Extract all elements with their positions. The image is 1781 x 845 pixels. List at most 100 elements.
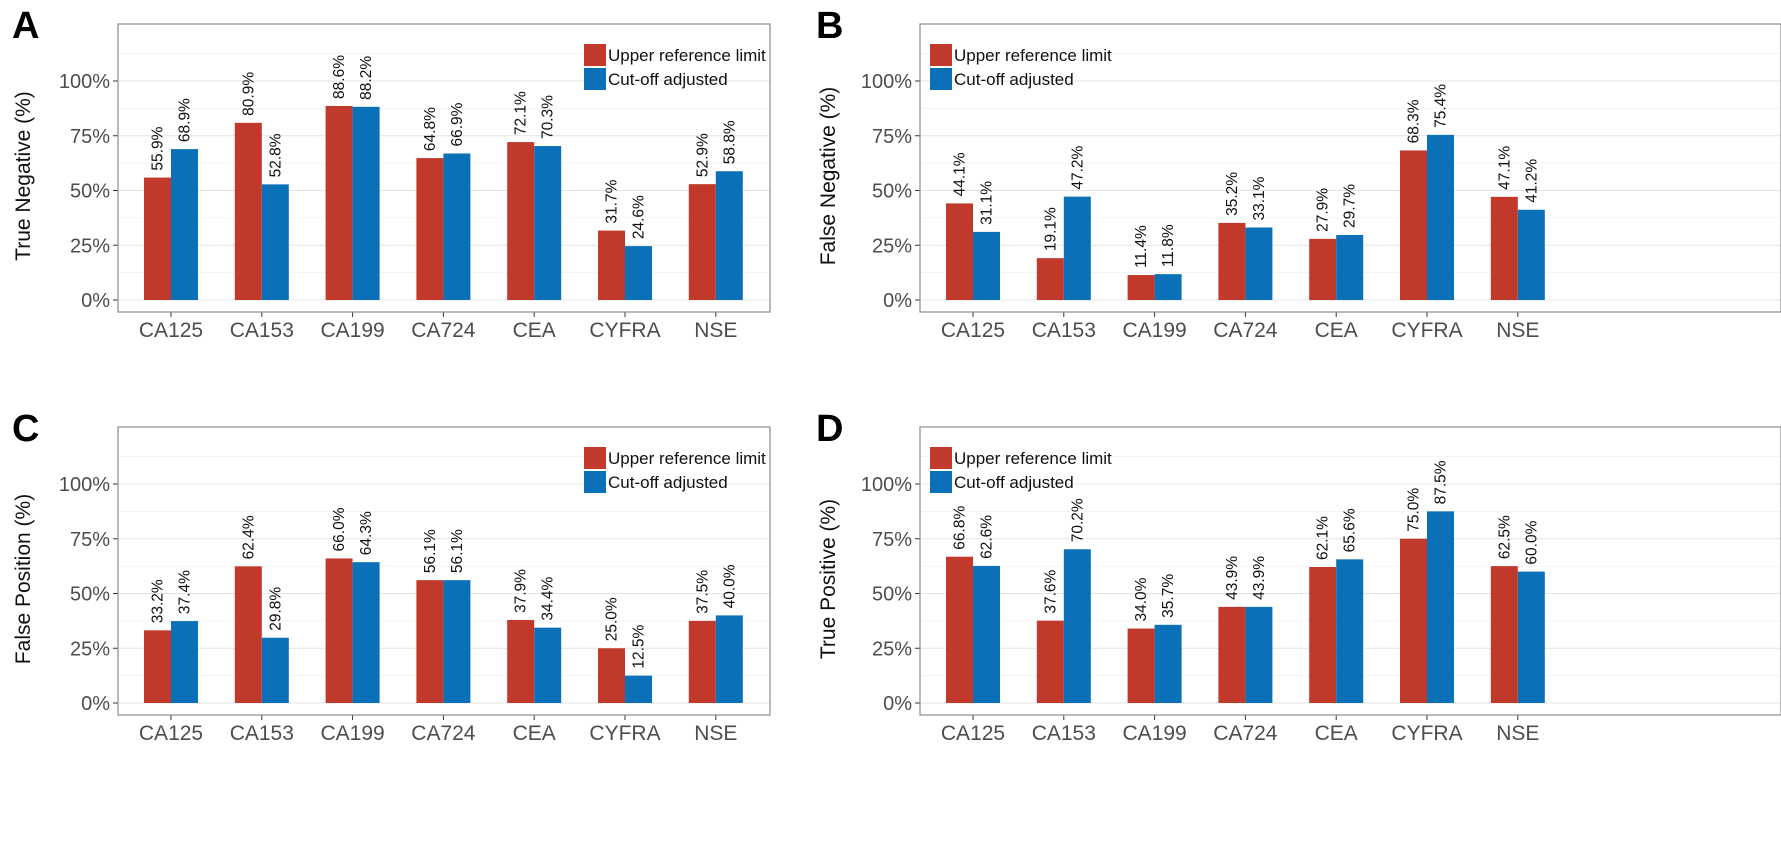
bar-value-label: 33.1% [1251, 176, 1268, 220]
y-tick-label: 0% [81, 693, 110, 715]
legend: Upper reference limit Cut-off adjusted [584, 44, 766, 90]
bar-cyfra-upper [598, 648, 625, 703]
bar-cyfra-cutoff [625, 246, 652, 300]
bar-value-label: 52.8% [267, 133, 284, 177]
panel-letter: C [12, 408, 39, 450]
y-axis-label: False Position (%) [12, 494, 35, 664]
bar-value-label: 37.5% [694, 570, 711, 614]
legend-swatch-upper [584, 44, 606, 66]
y-tick-label: 50% [872, 584, 912, 606]
y-tick-label: 75% [70, 529, 110, 551]
bar-value-label: 56.1% [449, 529, 466, 573]
legend-label-upper: Upper reference limit [608, 449, 766, 468]
x-tick-label: CA153 [230, 319, 294, 342]
bar-value-label: 68.3% [1406, 99, 1423, 143]
x-tick-label: CA724 [1213, 319, 1278, 342]
x-tick-label: CYFRA [589, 722, 660, 745]
bar-value-label: 25.0% [604, 597, 621, 641]
x-tick-label: CA153 [1032, 722, 1096, 745]
x-tick-label: CA724 [411, 722, 476, 745]
x-tick-label: CA125 [139, 319, 203, 342]
bar-value-label: 11.4% [1133, 225, 1150, 268]
y-tick-label: 50% [872, 181, 912, 203]
bar-value-label: 43.9% [1224, 556, 1241, 600]
bar-cyfra-upper [1400, 150, 1427, 300]
bar-value-label: 64.8% [422, 107, 439, 151]
bar-value-label: 31.1% [979, 181, 996, 225]
bar-ca724-cutoff [1245, 606, 1273, 703]
bar-ca199-upper [325, 558, 353, 703]
y-tick-label: 100% [59, 71, 110, 93]
y-tick-label: 25% [872, 235, 912, 257]
bar-value-label: 37.6% [1042, 569, 1059, 613]
bar-ca153-cutoff [261, 637, 289, 703]
bar-ca153-cutoff [1063, 549, 1091, 703]
legend-label-cutoff: Cut-off adjusted [608, 70, 728, 89]
x-tick-label: CEA [1315, 722, 1358, 745]
bar-ca125-cutoff [171, 621, 198, 703]
chart-panel-d: 0% 25% 50% 75% 100% 66.8% 62.6% CA125 37.6% 70.2%… [816, 408, 1781, 745]
bar-value-label: 62.5% [1496, 515, 1513, 559]
x-tick-label: CA724 [1213, 722, 1278, 745]
plot-border [117, 426, 771, 716]
x-tick-label: CA125 [941, 319, 1005, 342]
bar-ca724-cutoff [443, 153, 471, 300]
bar-value-label: 62.6% [979, 515, 996, 559]
chart-root: 0% 25% 50% 75% 100% 55.9% 68.9% CA125 80.9% 52.8%… [12, 5, 1781, 745]
x-tick-label: CA125 [139, 722, 203, 745]
bar-value-label: 66.9% [449, 102, 466, 146]
bar-value-label: 19.1% [1042, 207, 1059, 251]
y-tick-label: 75% [872, 126, 912, 148]
legend-label-cutoff: Cut-off adjusted [954, 473, 1074, 492]
bar-value-label: 12.5% [631, 624, 648, 668]
y-tick-label: 0% [883, 290, 912, 312]
bar-value-label: 44.1% [952, 152, 969, 196]
bar-ca125-upper [144, 630, 171, 703]
bar-value-label: 88.2% [358, 56, 375, 100]
legend-label-cutoff: Cut-off adjusted [608, 473, 728, 492]
x-tick-label: CA199 [320, 722, 384, 745]
bar-value-label: 62.1% [1315, 516, 1332, 560]
bar-value-label: 37.9% [513, 569, 530, 613]
bar-value-label: 88.6% [331, 55, 348, 99]
legend-swatch-upper [930, 44, 952, 66]
y-tick-label: 50% [70, 584, 110, 606]
bar-ca199-upper [1127, 628, 1155, 703]
bar-cea-upper [507, 619, 535, 703]
chart-panel-b: 0% 25% 50% 75% 100% 44.1% 31.1% CA125 19.1% 47.2%… [816, 5, 1781, 342]
y-axis-label: True Positive (%) [817, 499, 840, 659]
y-tick-label: 0% [81, 290, 110, 312]
bar-ca125-cutoff [973, 231, 1000, 300]
bar-cyfra-upper [1400, 538, 1427, 703]
y-tick-label: 100% [59, 474, 110, 496]
x-tick-label: CA199 [320, 319, 384, 342]
bar-value-label: 70.3% [540, 95, 557, 139]
bar-value-label: 11.8% [1160, 224, 1177, 267]
legend: Upper reference limit Cut-off adjusted [584, 447, 766, 493]
bar-value-label: 29.7% [1342, 184, 1359, 228]
x-tick-label: CA153 [230, 722, 294, 745]
x-tick-label: CA199 [1122, 722, 1186, 745]
bar-value-label: 72.1% [513, 91, 530, 135]
bar-ca153-upper [1036, 620, 1064, 703]
x-tick-label: CA153 [1032, 319, 1096, 342]
bar-value-label: 65.6% [1342, 508, 1359, 552]
bar-value-label: 47.1% [1496, 146, 1513, 190]
bar-ca153-upper [234, 566, 262, 703]
bar-nse-upper [688, 620, 716, 703]
bar-value-label: 66.0% [331, 507, 348, 551]
x-tick-label: NSE [694, 722, 737, 745]
legend-swatch-cutoff [930, 471, 952, 493]
bar-ca125-upper [946, 556, 973, 703]
panel-letter: D [816, 408, 843, 450]
bar-cea-cutoff [534, 627, 562, 703]
x-tick-label: NSE [1496, 319, 1539, 342]
bar-value-label: 35.7% [1160, 574, 1177, 618]
bar-ca724-upper [1218, 606, 1246, 703]
bar-ca724-upper [416, 158, 444, 300]
bar-ca199-upper [325, 105, 353, 300]
bar-value-label: 34.0% [1133, 577, 1150, 621]
bar-value-label: 55.9% [150, 126, 167, 170]
legend-label-upper: Upper reference limit [608, 46, 766, 65]
bar-nse-upper [688, 184, 716, 300]
